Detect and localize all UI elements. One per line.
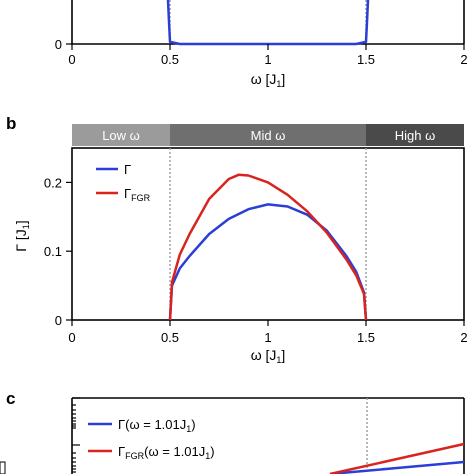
panel-c-minor-ticks bbox=[72, 397, 80, 473]
panel-c-gamma-fgr-line bbox=[329, 442, 465, 474]
y-tick-label: 0.2 bbox=[44, 175, 62, 190]
legend-gamma-fgr-label: ΓFGR bbox=[124, 186, 151, 203]
band-high bbox=[366, 124, 464, 146]
y-tick-label: 0.1 bbox=[44, 244, 62, 259]
panel-c-label: c bbox=[6, 389, 15, 408]
x-tick-label: 1 bbox=[264, 330, 271, 345]
legend-c-gamma-label: Γ(ω = 1.01J1) bbox=[118, 417, 196, 434]
panel-b-x-ticks: 0 0.5 1 1.5 2 bbox=[68, 320, 468, 345]
band-mid bbox=[170, 124, 366, 146]
panel-c: c Γ(ω = 1.01J1) ΓFGR(ω = 1.01J1) bbox=[0, 389, 465, 474]
panel-a-curves bbox=[166, 0, 370, 46]
x-tick-label: 2 bbox=[460, 330, 467, 345]
band-low-label: Low ω bbox=[102, 128, 140, 143]
x-tick-label: 1.5 bbox=[357, 52, 375, 67]
x-tick-label: 0.5 bbox=[161, 330, 179, 345]
x-tick-label: 1 bbox=[264, 52, 271, 67]
panel-b-label: b bbox=[6, 114, 16, 133]
x-tick-label: 0.5 bbox=[161, 52, 179, 67]
legend-c-gamma-fgr-label: ΓFGR(ω = 1.01J1) bbox=[118, 444, 215, 461]
panel-a-series-line bbox=[166, 0, 370, 46]
series-gamma-fgr-line bbox=[168, 173, 368, 321]
panel-b-y-label: Γ [J1] bbox=[13, 220, 31, 251]
band-mid-label: Mid ω bbox=[251, 128, 286, 143]
y-tick-label: 0 bbox=[55, 313, 62, 328]
panel-b-curves bbox=[168, 173, 368, 321]
band-high-label: High ω bbox=[395, 128, 436, 143]
panel-a-x-ticks: 0 0.5 1 1.5 2 bbox=[68, 44, 468, 67]
x-tick-label: 2 bbox=[460, 52, 467, 67]
panel-a-x-label: ω [J1] bbox=[251, 71, 286, 89]
panel-b-y-ticks: 0 0.1 0.2 bbox=[44, 175, 72, 328]
panel-c-curves bbox=[329, 442, 465, 474]
panel-a: 0 0.5 1 1.5 2 0 ω [J1] bbox=[55, 0, 468, 89]
panel-c-y-label-fragment bbox=[0, 461, 6, 474]
x-tick-label: 1.5 bbox=[357, 330, 375, 345]
x-tick-label: 0 bbox=[68, 52, 75, 67]
panel-a-y-tick-label: 0 bbox=[55, 37, 62, 52]
series-gamma-line bbox=[168, 203, 368, 321]
band-low bbox=[72, 124, 170, 146]
panel-b-x-label: ω [J1] bbox=[251, 347, 286, 365]
legend-gamma-label: Γ bbox=[124, 162, 131, 177]
x-tick-label: 0 bbox=[68, 330, 75, 345]
panel-b: b Low ω Mid ω High ω Γ ΓFGR 0 0.5 1 1.5 2 00… bbox=[6, 114, 468, 365]
panel-c-gamma-line bbox=[329, 460, 465, 474]
panel-b-legend: Γ ΓFGR bbox=[96, 162, 151, 203]
